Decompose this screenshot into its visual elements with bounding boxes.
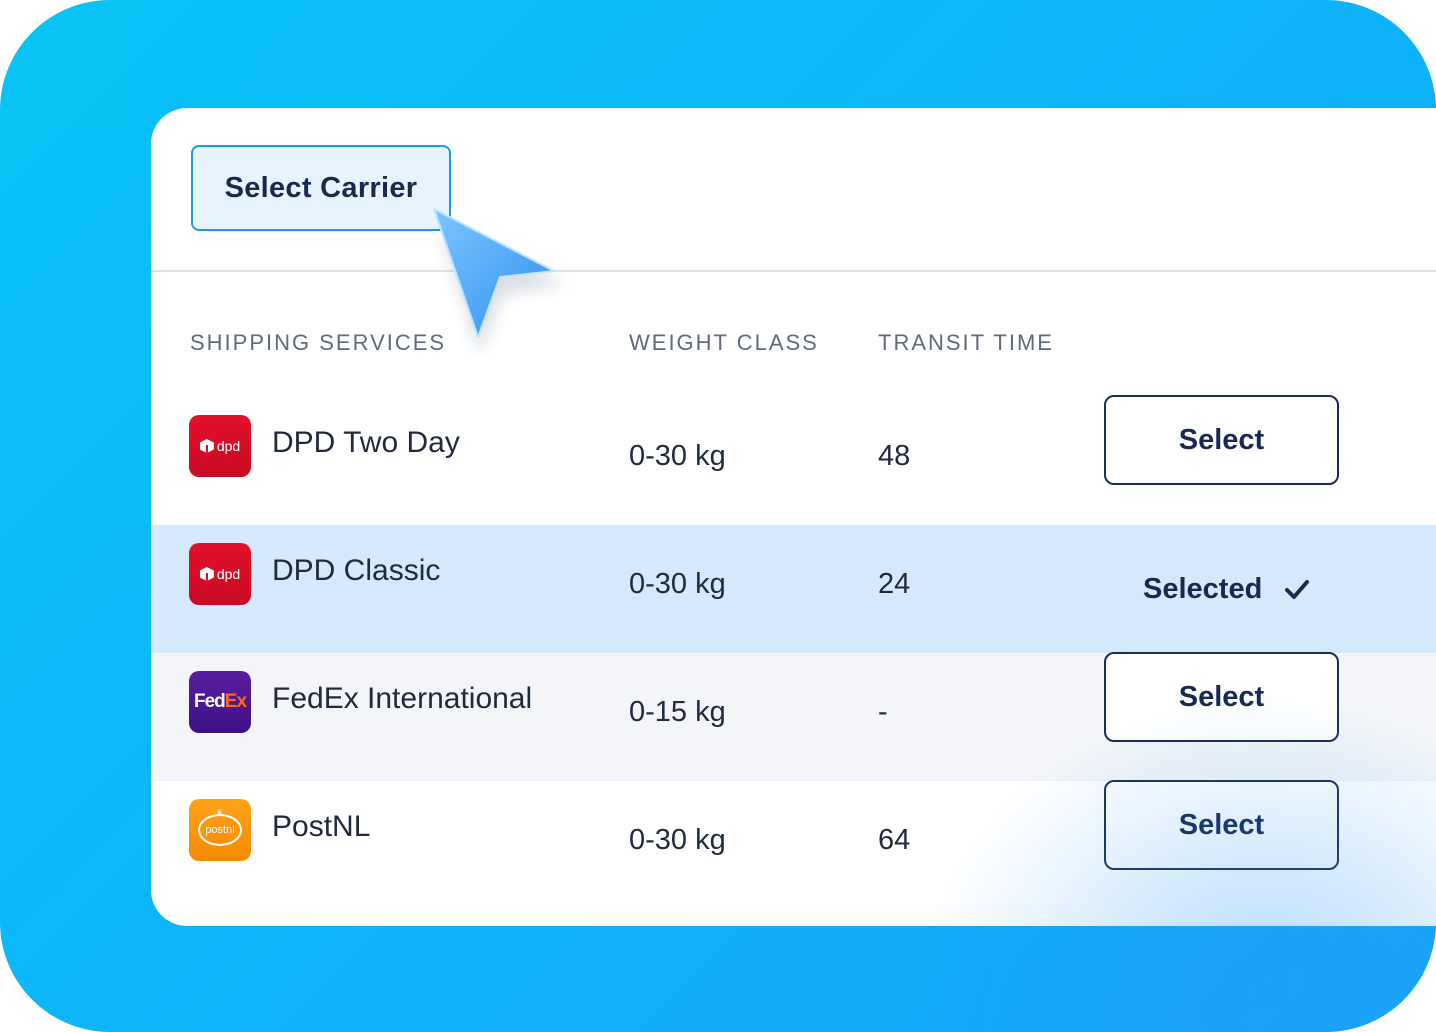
dpd-logo-icon: dpd xyxy=(189,543,251,605)
fedex-logo-text-ex: Ex xyxy=(224,691,247,712)
divider xyxy=(151,270,1436,272)
select-button[interactable]: Select xyxy=(1104,652,1339,742)
select-button[interactable]: Select xyxy=(1104,780,1339,870)
selected-status: Selected xyxy=(1143,573,1310,606)
service-name: DPD Classic xyxy=(272,554,441,587)
select-button[interactable]: Select xyxy=(1104,395,1339,485)
header-weight-class: WEIGHT CLASS xyxy=(629,330,819,355)
weight-class: 0-30 kg xyxy=(629,440,726,472)
table-row: ♛ postnl PostNL 0-30 kg 64 Select xyxy=(151,780,1436,909)
transit-time: 24 xyxy=(878,568,911,600)
service-name: FedEx International xyxy=(272,682,533,715)
header-transit-time: TRANSIT TIME xyxy=(878,330,1054,355)
fedex-logo-text-fed: Fed xyxy=(193,691,226,712)
postnl-logo-icon: ♛ postnl xyxy=(189,799,251,861)
header-shipping-services: SHIPPING SERVICES xyxy=(190,330,447,355)
carrier-panel: Select Carrier SHIPPING SERVICES WEIGHT … xyxy=(151,108,1436,926)
service-name: DPD Two Day xyxy=(272,426,460,459)
transit-time: - xyxy=(878,696,888,728)
select-carrier-button[interactable]: Select Carrier xyxy=(191,145,451,231)
fedex-logo-icon: FedEx xyxy=(189,671,251,733)
table-row: FedEx FedEx International 0-15 kg - Sele… xyxy=(151,652,1436,781)
cursor-pointer-icon xyxy=(433,208,568,355)
table-row: dpd DPD Two Day 0-30 kg 48 Select xyxy=(151,395,1436,525)
dpd-logo-text: dpd xyxy=(216,438,241,454)
dpd-logo-text: dpd xyxy=(216,566,241,582)
postnl-logo-text: postnl xyxy=(205,824,235,836)
selected-label: Selected xyxy=(1143,573,1263,605)
table-row-selected: dpd DPD Classic 0-30 kg 24 Selected xyxy=(151,525,1436,653)
weight-class: 0-15 kg xyxy=(629,696,726,728)
transit-time: 48 xyxy=(878,440,911,472)
service-name: PostNL xyxy=(272,810,371,843)
dpd-logo-icon: dpd xyxy=(189,415,251,477)
transit-time: 64 xyxy=(878,824,911,856)
checkmark-icon xyxy=(1285,579,1310,599)
weight-class: 0-30 kg xyxy=(629,568,726,600)
weight-class: 0-30 kg xyxy=(629,824,726,856)
